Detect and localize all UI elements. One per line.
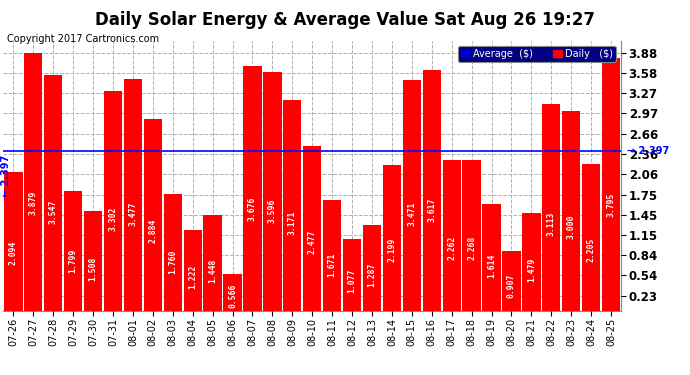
- Bar: [224, 273, 241, 311]
- Bar: [582, 164, 600, 311]
- Text: 3.596: 3.596: [268, 198, 277, 223]
- Bar: [442, 160, 461, 311]
- Bar: [283, 100, 302, 311]
- Text: 3.471: 3.471: [407, 202, 416, 226]
- Bar: [462, 160, 481, 311]
- Text: 3.547: 3.547: [49, 200, 58, 224]
- Bar: [383, 165, 401, 311]
- Text: → 2.397: → 2.397: [627, 147, 669, 156]
- Text: 1.508: 1.508: [88, 257, 97, 281]
- Text: Daily Solar Energy & Average Value Sat Aug 26 19:27: Daily Solar Energy & Average Value Sat A…: [95, 11, 595, 29]
- Text: 1.448: 1.448: [208, 258, 217, 283]
- Bar: [4, 172, 23, 311]
- Text: 3.879: 3.879: [29, 190, 38, 215]
- Bar: [124, 80, 142, 311]
- Bar: [104, 91, 122, 311]
- Text: 3.113: 3.113: [546, 212, 555, 236]
- Text: 3.302: 3.302: [108, 207, 117, 231]
- Text: 1.799: 1.799: [69, 249, 78, 273]
- Text: 2.268: 2.268: [467, 236, 476, 260]
- Text: 2.262: 2.262: [447, 236, 456, 260]
- Text: 1.287: 1.287: [368, 263, 377, 287]
- Bar: [403, 80, 421, 311]
- Text: 1.077: 1.077: [348, 269, 357, 293]
- Text: 1.671: 1.671: [328, 252, 337, 277]
- Text: Copyright 2017 Cartronics.com: Copyright 2017 Cartronics.com: [7, 34, 159, 44]
- Text: 3.000: 3.000: [566, 215, 575, 240]
- Text: 1.222: 1.222: [188, 265, 197, 289]
- Bar: [502, 251, 520, 311]
- Bar: [164, 194, 182, 311]
- Bar: [204, 215, 221, 311]
- Bar: [64, 191, 82, 311]
- Bar: [482, 204, 501, 311]
- Text: 2.477: 2.477: [308, 230, 317, 254]
- Text: 0.566: 0.566: [228, 283, 237, 308]
- Bar: [343, 240, 362, 311]
- Bar: [422, 70, 441, 311]
- Text: 2.884: 2.884: [148, 218, 157, 243]
- Text: 2.205: 2.205: [586, 237, 595, 262]
- Text: 0.907: 0.907: [507, 274, 516, 298]
- Bar: [84, 211, 102, 311]
- Text: 3.171: 3.171: [288, 210, 297, 235]
- Bar: [602, 58, 620, 311]
- Text: 3.795: 3.795: [607, 193, 615, 217]
- Bar: [184, 230, 202, 311]
- Text: 2.094: 2.094: [9, 240, 18, 265]
- Bar: [144, 119, 162, 311]
- Bar: [263, 72, 282, 311]
- Text: 2.199: 2.199: [387, 237, 397, 262]
- Bar: [24, 53, 43, 311]
- Bar: [303, 146, 322, 311]
- Bar: [562, 111, 580, 311]
- Bar: [542, 104, 560, 311]
- Text: ← 2.397: ← 2.397: [1, 155, 11, 197]
- Bar: [522, 213, 540, 311]
- Text: 3.477: 3.477: [128, 202, 137, 226]
- Text: 1.479: 1.479: [527, 258, 536, 282]
- Bar: [44, 75, 62, 311]
- Legend: Average  ($), Daily   ($): Average ($), Daily ($): [457, 46, 616, 62]
- Bar: [323, 200, 342, 311]
- Text: 1.614: 1.614: [487, 254, 496, 278]
- Bar: [363, 225, 381, 311]
- Text: 3.617: 3.617: [427, 198, 436, 222]
- Text: 1.760: 1.760: [168, 250, 177, 274]
- Text: 3.676: 3.676: [248, 196, 257, 220]
- Bar: [244, 66, 262, 311]
